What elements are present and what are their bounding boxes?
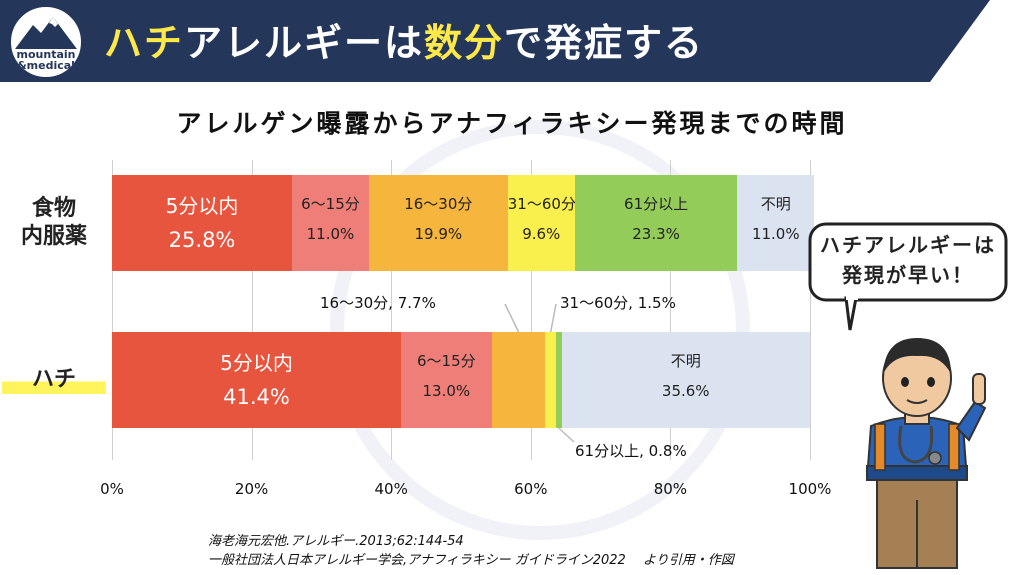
segment-label: 5分以内 25.8% — [112, 189, 292, 257]
speech-bubble-text: ハチアレルギーは 発現が早い！ — [808, 230, 1008, 290]
category-label-line: ハチ — [2, 366, 106, 394]
bar-segment — [368, 175, 508, 271]
gridline — [251, 160, 253, 460]
bar-segment — [574, 175, 738, 271]
title-part-4: で発症する — [504, 21, 705, 65]
bar-segment — [112, 175, 293, 271]
citations: 海老海元宏他.アレルギー.2013;62:144-54 一般社団法人日本アレルギ… — [208, 532, 734, 570]
segment-label: 6～15分 13.0% — [401, 346, 492, 406]
chart-title: アレルゲン曝露からアナフィラキシー発現までの時間 — [176, 109, 848, 138]
category-label-line: 内服薬 — [20, 224, 87, 249]
callout-leader-line — [558, 427, 575, 443]
segment-series-name: 6～15分 — [417, 352, 476, 370]
segment-series-name: 不明 — [760, 195, 791, 213]
segment-series-name: 31～60分 — [507, 195, 576, 213]
segment-label: 16～30分 19.9% — [369, 189, 508, 249]
x-tick-label: 0% — [100, 480, 124, 498]
segment-series-name: 不明 — [670, 352, 701, 370]
bar-segment — [561, 332, 810, 428]
citation-1: 海老海元宏他.アレルギー.2013;62:144-54 — [208, 534, 464, 549]
mountain-icon — [15, 17, 77, 49]
segment-value-label: 13.0% — [422, 382, 471, 400]
segment-series-name: 5分以内 — [165, 194, 239, 218]
callout-label: 31～60分, 1.5% — [560, 294, 676, 312]
segment-label: 不明 35.6% — [562, 346, 810, 406]
bar-segment — [292, 175, 369, 271]
gridline — [670, 160, 672, 460]
segment-value-label: 23.3% — [632, 225, 680, 243]
segment-series-name: 61分以上 — [624, 195, 689, 213]
segment-label: 不明 11.0% — [737, 189, 814, 249]
page-title: ハチアレルギーは数分で発症する — [104, 12, 704, 67]
gridline — [112, 160, 113, 460]
gridline — [530, 160, 532, 460]
x-tick-label: 80% — [653, 480, 688, 498]
gridline — [391, 160, 393, 460]
segment-value-label: 11.0% — [306, 225, 355, 243]
segment-label: 31～60分 9.6% — [507, 189, 576, 249]
segment-value-label: 41.4% — [223, 385, 290, 409]
callout-label: 16～30分, 7.7% — [320, 294, 436, 312]
mountain-doctor-illustration — [865, 338, 987, 569]
citation-2: 一般社団法人日本アレルギー学会,アナフィラキシー ガイドライン2022 より引用… — [208, 553, 734, 568]
bar-segment — [400, 332, 492, 428]
segment-label: 5分以内 41.4% — [112, 346, 401, 414]
segment-value-label: 11.0% — [751, 225, 800, 243]
bar-segment — [737, 175, 815, 271]
bubble-line-1: ハチアレルギーは — [820, 233, 996, 257]
callout-label: 61分以上, 0.8% — [575, 442, 687, 460]
segment-label: 61分以上 23.3% — [575, 189, 738, 249]
title-part-1: ハチ — [104, 21, 185, 65]
bar-segment — [545, 332, 556, 428]
x-tick-label: 20% — [234, 480, 269, 498]
segment-series-name: 5分以内 — [220, 351, 293, 375]
bar-segment — [491, 332, 546, 428]
bar-segment — [112, 332, 401, 428]
segment-series-name: 6～15分 — [301, 195, 360, 213]
bubble-line-2: 発現が早い！ — [842, 263, 974, 287]
segment-label: 6～15分 11.0% — [292, 189, 369, 249]
x-tick-label: 100% — [788, 480, 832, 498]
gridline — [810, 160, 811, 460]
header-banner: mountain &medical ハチアレルギーは数分で発症する — [0, 0, 1024, 82]
speech-bubble — [808, 222, 1008, 331]
callout-leader-line — [549, 303, 557, 333]
logo-text: mountain &medical — [16, 48, 76, 72]
title-part-3: 数分 — [424, 21, 505, 65]
x-tick-label: 60% — [514, 480, 548, 498]
segment-series-name: 16～30分 — [404, 195, 473, 213]
x-tick-label: 40% — [374, 480, 408, 498]
category-label: ハチ — [2, 366, 106, 394]
title-part-2: アレルギーは — [184, 21, 425, 65]
stacked-bar-chart: 0% 20% 40% 60% 80% 100% 5分以内 25.8% 6～15分 11.0% 16～… — [0, 140, 1024, 510]
segment-value-label: 9.6% — [522, 225, 561, 243]
segment-value-label: 19.9% — [414, 225, 463, 243]
category-label: 食物 内服薬 — [2, 195, 106, 251]
header-background — [0, 0, 990, 82]
callout-leader-line — [504, 303, 520, 333]
category-label-line: 食物 — [31, 196, 76, 221]
logo: mountain &medical — [8, 4, 84, 80]
segment-value-label: 25.8% — [168, 228, 236, 252]
segment-value-label: 35.6% — [661, 382, 710, 400]
bar-segment — [555, 332, 562, 428]
bar-segment — [507, 175, 575, 271]
